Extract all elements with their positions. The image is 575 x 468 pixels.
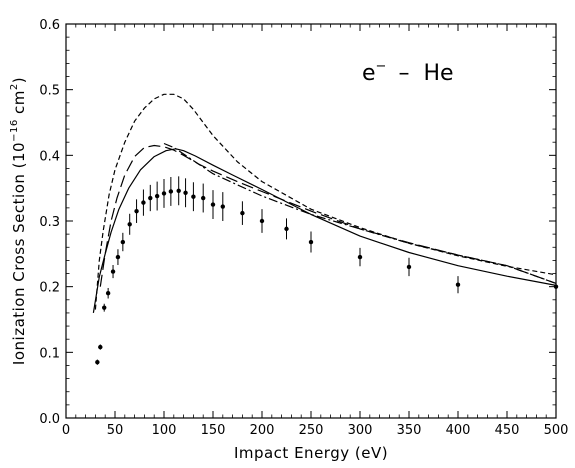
x-tick-label: 500 <box>544 423 569 438</box>
plot-frame <box>65 23 557 419</box>
data-point <box>127 222 132 227</box>
x-tick-label: 300 <box>348 423 373 438</box>
data-point <box>201 195 206 201</box>
data-point <box>191 194 196 199</box>
annotation-particle: e <box>362 61 376 86</box>
data-point <box>154 193 160 199</box>
data-point <box>161 191 167 196</box>
axis-ticks: 0 50 100 150 200 250 300 350 400 450 500 0.0 0.1 0.2 0… <box>39 18 568 438</box>
data-point <box>183 190 188 195</box>
data-point <box>110 269 116 274</box>
data-point <box>134 208 139 214</box>
x-tick-label: 150 <box>201 423 226 438</box>
annotation-charge: − <box>376 59 387 74</box>
y-axis-label-end: ) <box>10 77 28 83</box>
data-point <box>406 264 412 270</box>
x-tick-label: 100 <box>152 423 177 438</box>
data-point <box>357 254 363 260</box>
y-axis-label-mid: cm <box>10 90 28 119</box>
y-tick-label: 0.4 <box>39 149 60 164</box>
data-point <box>102 305 107 310</box>
data-point <box>168 189 174 194</box>
data-point <box>259 218 265 224</box>
x-tick-label: 350 <box>397 423 422 438</box>
data-point <box>141 200 146 205</box>
reaction-annotation: e− – He <box>362 59 454 86</box>
y-tick-label: 0.2 <box>39 281 60 296</box>
data-point <box>176 188 181 193</box>
y-axis-label-exp: −16 <box>9 119 20 142</box>
y-tick-label: 0.5 <box>39 84 60 99</box>
data-point <box>95 359 100 365</box>
data-point <box>284 226 289 232</box>
y-tick-label: 0.1 <box>39 346 60 361</box>
data-point <box>553 284 559 289</box>
y-axis-label-exp2: 2 <box>9 83 20 90</box>
x-tick-label: 200 <box>250 423 275 438</box>
y-tick-label: 0.3 <box>39 215 60 230</box>
annotation-dash: – <box>398 61 409 86</box>
series-line-short-dashed <box>94 93 557 310</box>
y-axis-label: Ionization Cross Section (10−16 cm2) <box>9 77 28 365</box>
y-tick-label: 0.0 <box>39 412 60 427</box>
annotation-target: He <box>423 61 453 86</box>
data-point <box>120 239 126 245</box>
data-point <box>455 282 461 287</box>
y-axis-label-base: Ionization Cross Section (10 <box>10 142 28 365</box>
series-line-solid <box>92 148 557 313</box>
data-point <box>98 344 103 350</box>
data-point <box>148 195 153 201</box>
x-tick-label: 0 <box>62 423 70 438</box>
data-point <box>210 202 216 207</box>
data-point <box>105 291 111 296</box>
x-tick-label: 400 <box>446 423 471 438</box>
x-tick-label: 450 <box>495 423 520 438</box>
x-axis-label: Impact Energy (eV) <box>234 444 388 462</box>
data-point <box>240 210 245 216</box>
y-tick-label: 0.6 <box>39 18 60 33</box>
series-curves <box>92 93 557 313</box>
x-tick-label: 250 <box>299 423 324 438</box>
data-point <box>220 204 225 209</box>
series-line-long-dashed <box>99 144 557 287</box>
x-tick-label: 50 <box>107 423 124 438</box>
data-point <box>308 239 314 245</box>
series-line-dash-dot <box>163 142 557 284</box>
data-points <box>95 176 559 365</box>
data-point <box>115 254 121 260</box>
